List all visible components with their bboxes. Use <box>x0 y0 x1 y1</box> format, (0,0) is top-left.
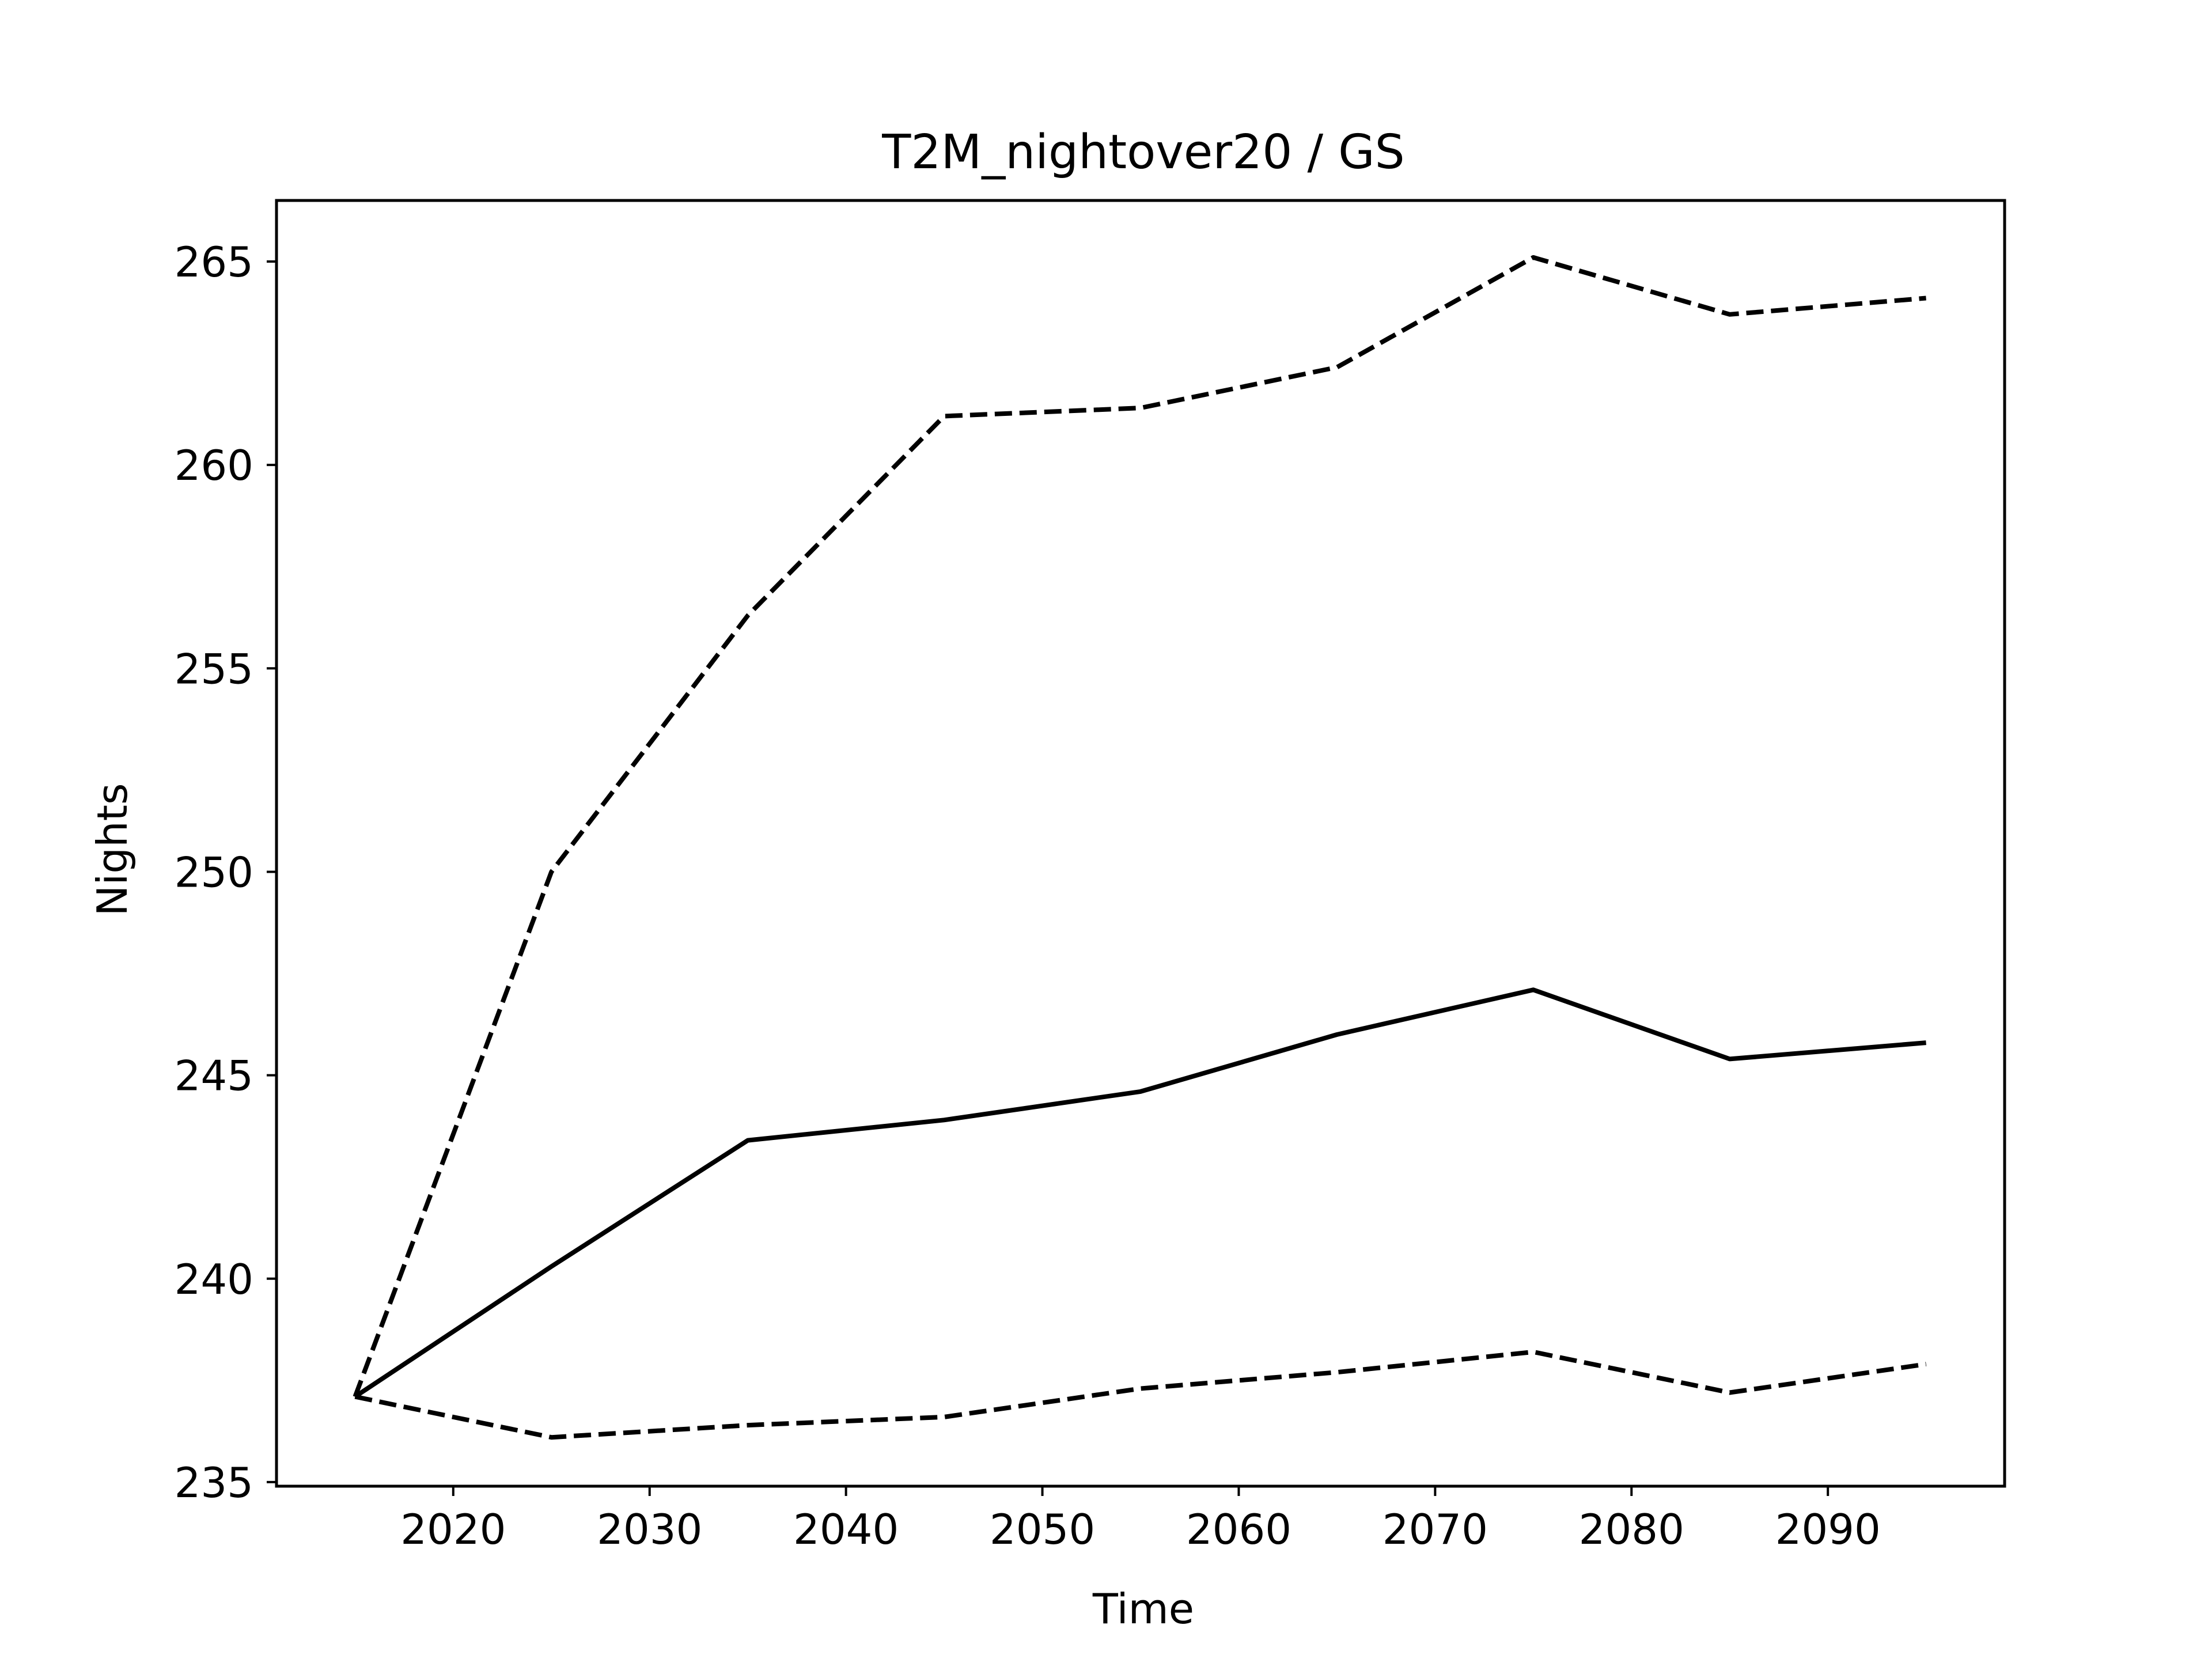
series-2-point <box>549 869 554 874</box>
plot-lines <box>353 255 1929 1440</box>
x-tick-label: 2090 <box>1775 1505 1881 1554</box>
series-2-point <box>1138 406 1143 410</box>
series-2-point <box>745 613 750 618</box>
y-tick-label: 260 <box>175 441 253 490</box>
series-2-point <box>1335 365 1339 370</box>
x-axis: 2020 2030 2040 2050 2060 2070 2080 2090 <box>400 1486 1881 1554</box>
series-1-point <box>1138 1089 1143 1094</box>
x-tick-label: 2020 <box>400 1505 506 1554</box>
x-tick-label: 2050 <box>990 1505 1095 1554</box>
plot-frame <box>275 199 2006 1488</box>
series-2-point <box>1728 312 1732 317</box>
y-axis-label: Nights <box>88 783 137 916</box>
series-line-3 <box>354 1349 1927 1440</box>
series-3-point <box>1728 1391 1732 1395</box>
x-tick-label: 2070 <box>1382 1505 1488 1554</box>
series-3-point <box>1531 1350 1536 1354</box>
x-tick-label: 2040 <box>793 1505 899 1554</box>
series-1-point <box>549 1264 554 1269</box>
series-3-point <box>549 1435 554 1440</box>
series-1-point <box>745 1138 750 1143</box>
y-tick-label: 250 <box>175 848 253 896</box>
y-tick-label: 255 <box>175 645 253 693</box>
y-tick-label: 240 <box>175 1255 253 1304</box>
chart-title: T2M_nightover20 / GS <box>881 125 1405 180</box>
series-3-point <box>353 1395 357 1399</box>
series-3-point <box>942 1415 946 1419</box>
series-2-point <box>1924 296 1929 301</box>
series-1-point <box>1924 1040 1929 1045</box>
series-2-point <box>1531 255 1536 260</box>
y-tick-label: 235 <box>175 1459 253 1507</box>
y-axis: 235 240 245 250 255 260 265 <box>175 238 276 1507</box>
series-2-point <box>942 414 946 418</box>
y-tick-label: 245 <box>175 1052 253 1100</box>
series-3-point <box>1138 1386 1143 1391</box>
series-3-point <box>1335 1370 1339 1374</box>
series-1-point <box>942 1118 946 1122</box>
series-3-point <box>1924 1362 1929 1366</box>
series-1-point <box>1335 1032 1339 1037</box>
y-tick-label: 265 <box>175 238 253 286</box>
series-3-point <box>745 1423 750 1427</box>
x-tick-label: 2060 <box>1186 1505 1291 1554</box>
x-axis-label: Time <box>1092 1585 1194 1633</box>
series-line-2 <box>353 255 1926 1398</box>
x-tick-label: 2030 <box>597 1505 702 1554</box>
series-1-point <box>1531 987 1536 992</box>
series-1-point <box>1728 1056 1732 1061</box>
x-tick-label: 2080 <box>1579 1505 1684 1554</box>
series-line-1 <box>354 987 1926 1399</box>
